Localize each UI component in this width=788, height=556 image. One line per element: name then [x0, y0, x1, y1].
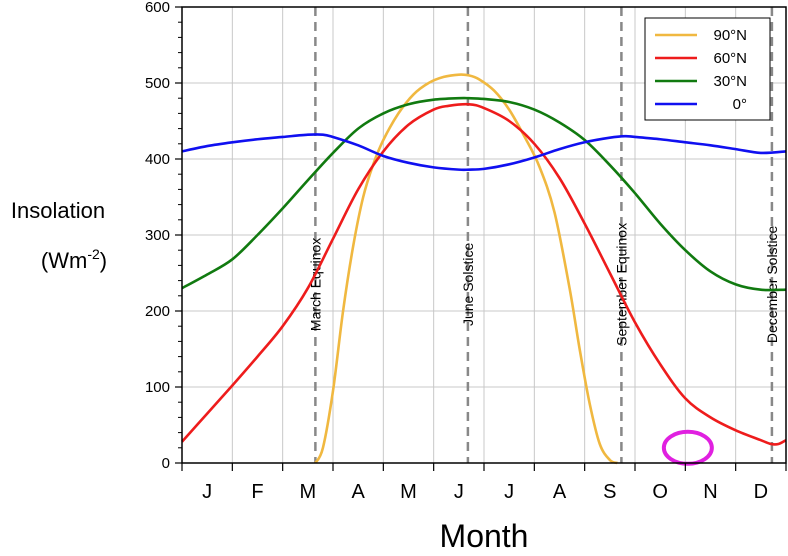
x-tick-label: J [202, 481, 212, 503]
x-tick-label: F [251, 481, 263, 503]
event-layer: March Equinox June Solstice September Equi… [307, 7, 780, 463]
y-tick-label: 0 [162, 455, 170, 472]
x-tick-label: J [454, 481, 464, 503]
axis-layer: 0 100 200 300 400 500 600 J F M A M J J A S O N D [145, 0, 787, 503]
legend-label: 60°N [713, 50, 747, 67]
y-axis-unit-sup: -2 [87, 246, 100, 262]
series-line-1 [181, 102, 787, 446]
event-label: March Equinox [307, 238, 323, 331]
legend-label: 30°N [713, 73, 747, 90]
y-tick-label: 500 [145, 75, 170, 92]
y-axis-title: Insolation [11, 198, 105, 223]
y-tick-label: 200 [145, 303, 170, 320]
series-line-0 [314, 73, 618, 465]
event-label: September Equinox [613, 223, 629, 346]
x-tick-label: O [652, 481, 668, 503]
x-tick-label: D [754, 481, 768, 503]
legend-label: 0° [733, 96, 747, 113]
legend-label: 90°N [713, 27, 747, 44]
legend: 90°N 60°N 30°N 0° [644, 17, 771, 121]
x-tick-label: M [299, 481, 316, 503]
series-line-2 [181, 96, 787, 292]
y-tick-label: 300 [145, 227, 170, 244]
annotation-layer [661, 429, 714, 466]
y-tick-label: 400 [145, 151, 170, 168]
x-tick-label: N [703, 481, 717, 503]
x-tick-label: A [553, 481, 567, 503]
y-axis-unit-base: (Wm [41, 248, 87, 273]
y-tick-label: 600 [145, 0, 170, 16]
y-tick-label: 100 [145, 379, 170, 396]
x-tick-label: J [504, 481, 514, 503]
x-tick-label: A [351, 481, 365, 503]
series-line-3 [181, 133, 787, 172]
x-tick-label: M [400, 481, 417, 503]
x-axis-title: Month [440, 518, 529, 551]
y-axis-unit-close: ) [100, 248, 107, 273]
annotation-circle [661, 429, 714, 466]
series-layer [181, 73, 787, 465]
y-axis-unit: (Wm-2) [41, 246, 107, 273]
event-label: December Solstice [764, 225, 780, 343]
x-tick-label: S [603, 481, 616, 503]
event-label: June Solstice [460, 243, 476, 326]
